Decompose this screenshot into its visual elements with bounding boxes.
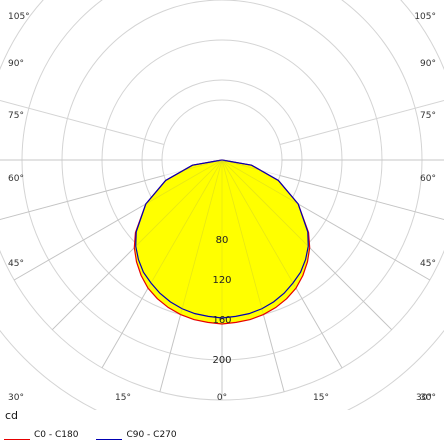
legend-label-c90-c270: C90 - C270: [126, 430, 177, 440]
legend-swatch-c0-c180: [4, 438, 30, 440]
angle-tick-right: 60°: [420, 174, 436, 184]
radial-tick-label: 120: [212, 275, 231, 286]
angle-tick-right: 75°: [420, 111, 436, 121]
radial-gridline: [13, 189, 171, 281]
angle-tick-left: 30°: [8, 393, 24, 403]
tick-labels: 105° 90° 75° 60° 45° 30° 105° 90° 75° 60° 45° 30° 15…: [8, 12, 436, 403]
angle-tick-bottom: 0°: [217, 393, 227, 403]
radial-tick-label: 160: [212, 315, 231, 326]
radial-tick-label: 80: [216, 235, 229, 246]
radial-gridline: [279, 175, 444, 221]
ring-gridline: [0, 0, 444, 401]
radial-gridline: [0, 99, 165, 145]
radial-gridline-overlay: [0, 159, 223, 220]
series-curves: [0, 159, 444, 400]
radial-gridline: [0, 175, 165, 221]
legend: C0 - C180 C90 - C270: [4, 428, 195, 442]
radial-gridline-overlay: [101, 159, 223, 369]
series-line-c0-c180: [133, 159, 311, 325]
legend-item-c0-c180: C0 - C180: [4, 430, 78, 440]
legend-item-c90-c270: C90 - C270: [96, 430, 177, 440]
radial-gridline-overlay: [221, 159, 392, 330]
radial-gridline: [273, 189, 431, 281]
angle-tick-right: 90°: [420, 59, 436, 69]
angle-tick-left: 60°: [8, 174, 24, 184]
intensity-fill: [135, 160, 309, 318]
ring-gridline: [21, 0, 423, 361]
angle-tick-left: 45°: [8, 259, 24, 269]
radial-gridline-overlay: [13, 159, 223, 281]
legend-swatch-c90-c270: [96, 438, 123, 440]
radial-gridline-overlay: [221, 159, 285, 392]
angle-tick-bottom: 15°: [313, 393, 329, 403]
polar-intensity-chart: 105° 90° 75° 60° 45° 30° 105° 90° 75° 60° 45° 30° 15…: [0, 0, 444, 410]
angle-tick-right: 45°: [420, 259, 436, 269]
angle-tick-left: 105°: [8, 12, 30, 22]
radial-gridline-overlay: [221, 159, 343, 369]
angle-tick-bottom: 15°: [115, 393, 131, 403]
angle-tick-left: 90°: [8, 59, 24, 69]
intensity-area: [134, 160, 310, 324]
unit-label: cd: [5, 409, 19, 422]
angle-tick-right: 30°: [420, 393, 436, 403]
angle-tick-right: 105°: [414, 12, 436, 22]
radial-gridline-overlay: [221, 159, 431, 281]
angle-tick-bottom: 30°: [416, 393, 432, 403]
series-line-c90-c270: [135, 159, 309, 319]
radial-gridline: [279, 99, 444, 145]
radial-tick-label: 200: [212, 355, 231, 366]
radial-gridline-overlay: [221, 159, 444, 220]
radial-gridline-overlay: [52, 159, 223, 330]
angle-tick-left: 75°: [8, 111, 24, 121]
radial-gridline-overlay: [159, 159, 223, 392]
legend-label-c0-c180: C0 - C180: [34, 430, 79, 440]
